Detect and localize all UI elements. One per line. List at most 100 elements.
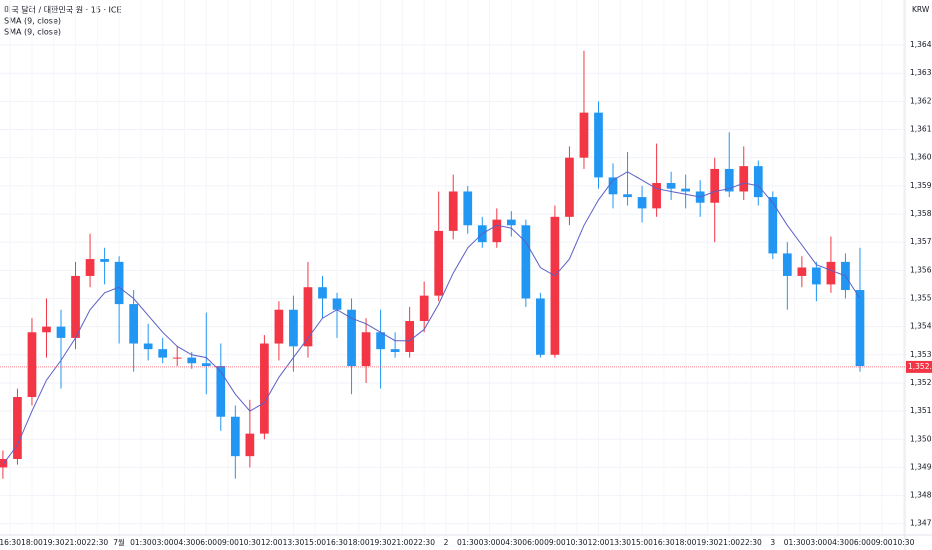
candle-body <box>172 357 182 359</box>
x-tick-label: 13:30 <box>283 538 305 547</box>
y-tick-label: 1,355.00 <box>910 293 932 302</box>
y-tick-label: 1,361.00 <box>910 125 932 134</box>
candle-body <box>623 194 632 198</box>
y-tick-label: 1,353.00 <box>910 350 932 359</box>
last-price-box <box>906 360 932 373</box>
candle-body <box>332 298 342 310</box>
x-tick-label: 3 <box>770 538 775 547</box>
y-tick-label: 1,362.00 <box>910 96 932 105</box>
candle-body <box>216 366 226 417</box>
candle-body <box>114 261 124 305</box>
x-tick-label: 06:00 <box>195 538 217 547</box>
y-tick-label: 1,348.00 <box>910 491 932 500</box>
candle-body <box>855 290 865 367</box>
y-tick-label: 1,358.00 <box>910 209 932 218</box>
x-tick-label: 09:00 <box>544 538 566 547</box>
candle-body <box>303 287 313 347</box>
indicator-label: SMA (9, close) <box>4 17 61 26</box>
candle-body <box>245 433 255 457</box>
candle-body <box>376 332 385 350</box>
candle-body <box>347 309 356 367</box>
y-tick-label: 1,351.00 <box>910 406 932 415</box>
last-price-label: 1,352.57 <box>908 362 932 371</box>
x-tick-label: 18:00 <box>21 538 43 547</box>
x-tick-label: 12:00 <box>261 538 283 547</box>
x-tick-label: 01:30 <box>784 538 806 547</box>
candle-body <box>419 295 429 321</box>
x-tick-label: 16:30 <box>326 538 348 547</box>
candle-body <box>724 168 734 192</box>
y-tick-label: 1,349.00 <box>910 462 932 471</box>
candle-body <box>536 298 545 355</box>
x-tick-label: 04:30 <box>174 538 196 547</box>
y-tick-label: 1,357.00 <box>910 237 932 246</box>
x-tick-label: 04:30 <box>827 538 849 547</box>
candle-body <box>637 197 647 209</box>
sma-line <box>2 171 861 465</box>
candle-body <box>652 183 661 209</box>
x-tick-label: 22:30 <box>413 538 435 547</box>
y-tick-label: 1,364.00 <box>910 40 932 49</box>
candle-body <box>230 416 240 457</box>
candle-body <box>826 261 836 285</box>
candle-body <box>550 216 560 355</box>
candle-body <box>27 332 37 398</box>
x-tick-label: 09:00 <box>217 538 239 547</box>
x-tick-label: 10:30 <box>566 538 588 547</box>
x-tick-label: 16:30 <box>0 538 21 547</box>
candle-body <box>608 177 618 195</box>
y-tick-label: 1,360.00 <box>910 153 932 162</box>
y-tick-label: 1,356.00 <box>910 265 932 274</box>
x-tick-label: 7월 <box>113 537 125 547</box>
candle-body <box>158 349 168 358</box>
x-tick-label: 09:00 <box>871 538 893 547</box>
candle-body <box>579 112 589 158</box>
y-tick-label: 1,363.00 <box>910 68 932 77</box>
x-tick-label: 18:00 <box>348 538 370 547</box>
candle-body <box>85 259 95 276</box>
x-tick-label: 19:30 <box>370 538 392 547</box>
x-tick-label: 12:00 <box>588 538 610 547</box>
candle-body <box>129 304 139 344</box>
candle-body <box>260 343 269 434</box>
candle-body <box>797 267 807 276</box>
candle-body <box>434 230 444 296</box>
x-tick-label: 03:00 <box>806 538 828 547</box>
candle-body <box>681 188 691 192</box>
grid <box>0 44 905 525</box>
x-tick-label: 10:30 <box>893 538 915 547</box>
x-tick-label: 01:30 <box>457 538 479 547</box>
x-tick-label: 22:30 <box>740 538 762 547</box>
candle-body <box>42 326 51 333</box>
currency-label: KRW <box>912 5 930 14</box>
candle-body <box>100 259 109 262</box>
candle-body <box>13 397 22 459</box>
candle-body <box>187 357 197 364</box>
candle-body <box>71 275 80 338</box>
x-tick-label: 13:30 <box>609 538 631 547</box>
candle-body <box>201 363 211 367</box>
x-tick-label: 22:30 <box>87 538 109 547</box>
candle-body <box>463 191 473 226</box>
candle-body <box>782 253 792 276</box>
x-tick-label: 01:30 <box>130 538 152 547</box>
chart-title: 미국 달러 / 대한민국 원 · 15 · ICE <box>4 5 122 15</box>
candle-body <box>492 219 502 243</box>
candle-body <box>56 326 66 338</box>
candle-body <box>521 225 531 299</box>
x-tick-label: 19:30 <box>43 538 65 547</box>
candle-body <box>274 309 284 344</box>
candle-body <box>594 112 603 178</box>
x-tick-label: 06:00 <box>849 538 871 547</box>
x-tick-label: 04:30 <box>501 538 523 547</box>
candle-body <box>318 287 327 299</box>
x-tick-label: 03:00 <box>152 538 174 547</box>
x-tick-label: 10:30 <box>239 538 261 547</box>
y-tick-label: 1,350.00 <box>910 434 932 443</box>
x-tick-label: 15:00 <box>304 538 326 547</box>
candle-body <box>289 309 298 347</box>
y-tick-label: 1,352.00 <box>910 378 932 387</box>
y-tick-label: 1,359.00 <box>910 181 932 190</box>
